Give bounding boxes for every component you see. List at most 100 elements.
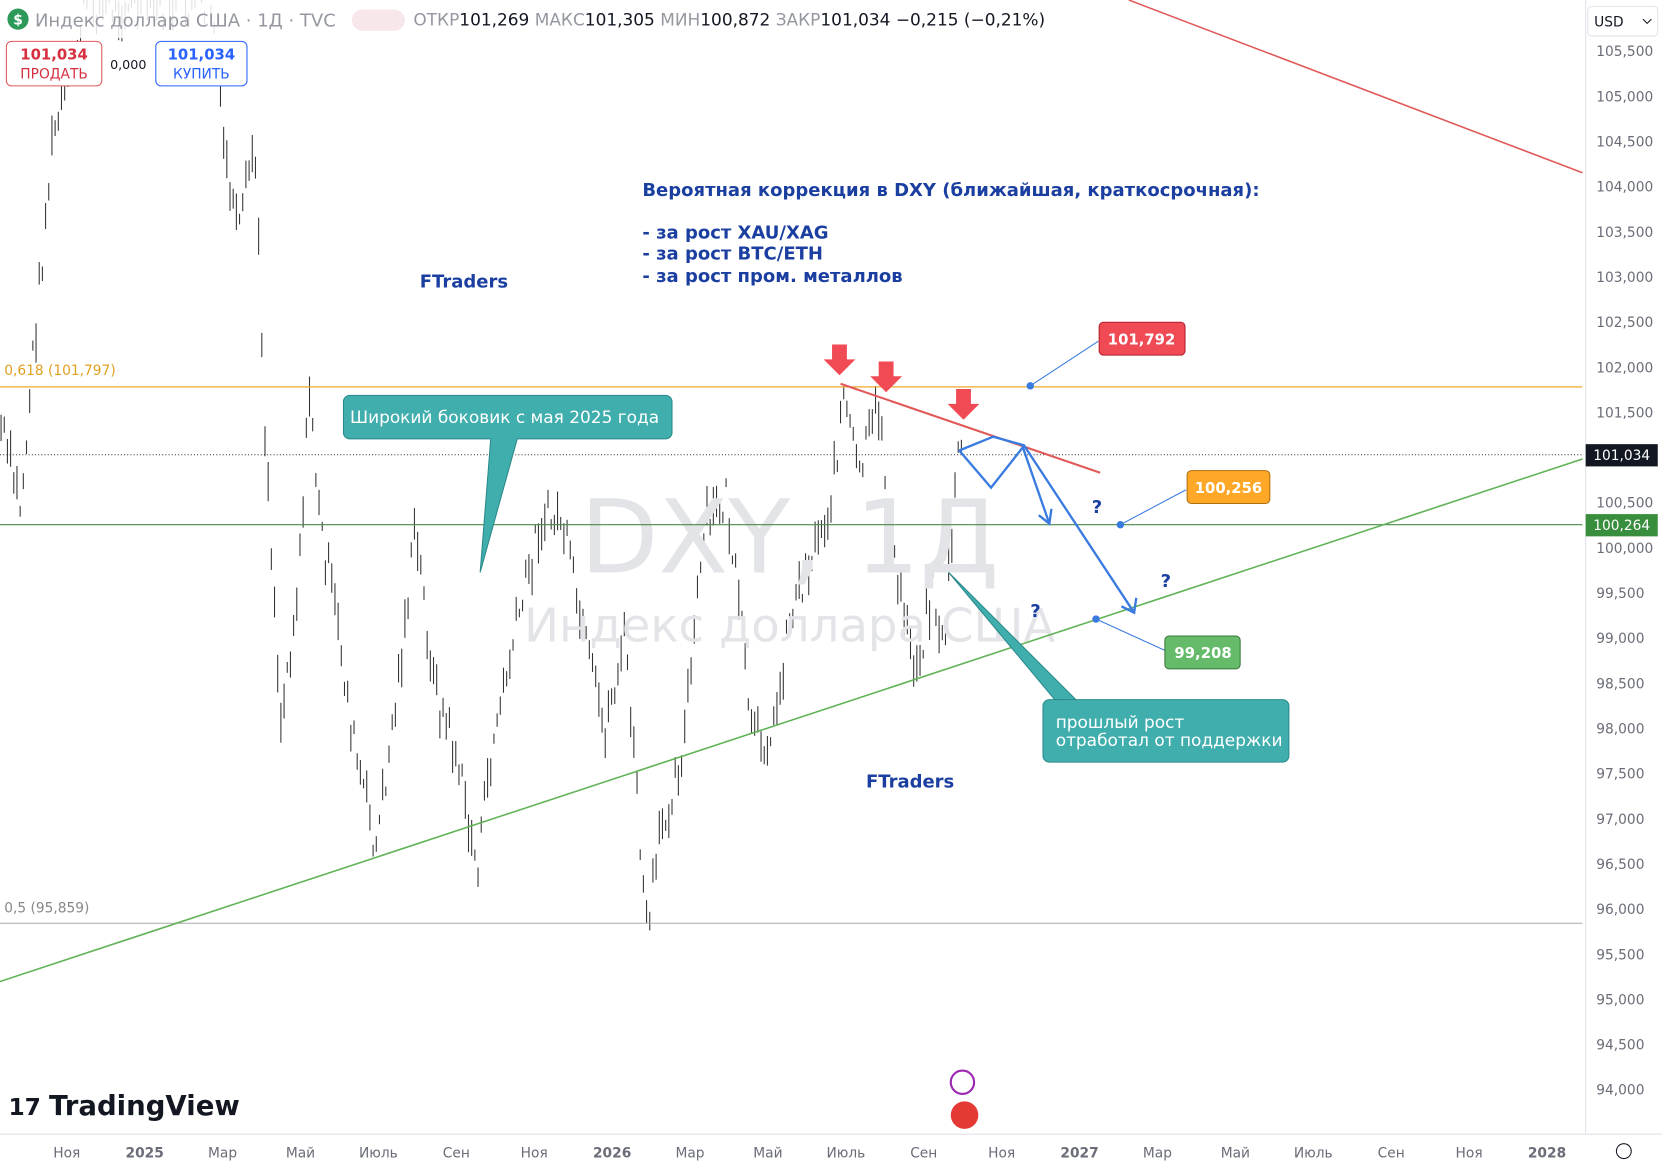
price-tick-label: 98,500 (1596, 676, 1644, 692)
label-connectors (1026, 340, 1187, 652)
time-tick-label: Сен (443, 1145, 470, 1161)
time-tick-label: Мар (208, 1145, 237, 1161)
price-tick-label: 103,000 (1596, 270, 1653, 286)
price-tick-label: 105,500 (1596, 44, 1653, 60)
time-tick-label: Мар (1143, 1145, 1172, 1161)
event-icon[interactable] (949, 1069, 976, 1095)
price-tick-label: 104,000 (1596, 180, 1653, 196)
callout-text: Широкий боковик с мая 2025 года (350, 407, 659, 427)
price-tick-label: 94,000 (1596, 1083, 1644, 1099)
price-tick-label: 103,500 (1596, 225, 1653, 241)
label-box (1186, 470, 1271, 505)
brand: FTraders (420, 271, 508, 292)
time-tick-label: Июль (1294, 1145, 1333, 1161)
resistance-line (840, 382, 1101, 474)
price-tag (1585, 514, 1658, 537)
flag-icon[interactable] (950, 1101, 979, 1129)
price-tick-label: 105,000 (1596, 89, 1653, 105)
time-tick-label: 2025 (126, 1145, 164, 1161)
callout (948, 572, 1290, 763)
note-item: - за рост пром. металлов (642, 266, 902, 287)
question: ? (1030, 601, 1040, 622)
time-tick-label: Ноя (521, 1145, 548, 1161)
label-orange: 100,256 (1195, 480, 1263, 497)
price-tag-text: 101,034 (1593, 448, 1650, 464)
time-tick-label: Ноя (53, 1145, 80, 1161)
label-box (1164, 635, 1241, 670)
settings-icon[interactable] (1615, 1143, 1632, 1160)
logo: 17 TradingView (8, 1090, 239, 1122)
interval: 1Д (257, 11, 283, 32)
time-tick-label: Сен (910, 1145, 937, 1161)
time-tick-label: Май (286, 1145, 315, 1161)
price-tick-label: 102,000 (1596, 360, 1653, 376)
source: TVC (299, 11, 336, 32)
time-tick-label: Мар (675, 1145, 704, 1161)
buy-price: 101,034 (168, 46, 236, 63)
price-tick-label: 102,500 (1596, 315, 1653, 331)
time-tick-label: Сен (1378, 1145, 1405, 1161)
price-tick-label: 94,500 (1596, 1038, 1644, 1054)
fib-label: 0,5 (95,859) (4, 901, 89, 917)
price-tick-label: 100,500 (1596, 496, 1653, 512)
spread: 0,000 (110, 57, 146, 72)
time-tick-label: Май (753, 1145, 782, 1161)
support-line (0, 458, 1583, 983)
price-tick-label: 101,500 (1596, 405, 1653, 421)
time-tick-label: Ноя (988, 1145, 1015, 1161)
header-title: Индекс доллара США · 1Д · TVC (35, 11, 336, 32)
price-tick-label: 99,500 (1596, 586, 1644, 602)
fib-label: 0,618 (101,797) (4, 363, 115, 379)
time-axis: Ноя 2025 Мар Май Июль Сен Ноя 2026 Мар Май Июль Сен… (53, 1145, 1566, 1161)
trend-line (1128, 0, 1583, 174)
currency-button[interactable] (1587, 5, 1659, 37)
price-tag-text: 100,264 (1593, 518, 1650, 534)
label-box (1098, 321, 1186, 356)
price-tick-label: 97,500 (1596, 767, 1644, 783)
symbol-icon (7, 8, 29, 30)
price-tag (1585, 444, 1658, 467)
time-tick-label: Июль (359, 1145, 398, 1161)
price-tick-label: 100,000 (1596, 541, 1653, 557)
label-green: 99,208 (1174, 645, 1231, 662)
time-tick-label: Ноя (1456, 1145, 1483, 1161)
callout (342, 394, 673, 573)
header-bg (0, 0, 986, 39)
note-item: - за рост XAU/XAG (642, 223, 828, 244)
sell-button[interactable] (5, 40, 103, 87)
buy-button[interactable] (155, 40, 248, 87)
arrows-down (823, 344, 980, 420)
time-tick-label: 2027 (1060, 1145, 1098, 1161)
watermark-symbol: DXY, 1Д (580, 478, 999, 596)
price-tick-label: 98,000 (1596, 722, 1644, 738)
price-tick-label: 95,500 (1596, 947, 1644, 963)
label-red: 101,792 (1108, 332, 1176, 349)
symbol-icon-glyph: $ (13, 12, 23, 28)
question: ? (1092, 497, 1102, 518)
sell-price: 101,034 (20, 46, 88, 63)
price-tick-label: 104,500 (1596, 135, 1653, 151)
currency: USD (1594, 15, 1623, 31)
time-tick-label: 2028 (1528, 1145, 1566, 1161)
note-title: Вероятная коррекция в DXY (ближайшая, кр… (642, 180, 1259, 201)
note-item: - за рост BTC/ETH (642, 244, 823, 265)
price-tick-label: 99,000 (1596, 631, 1644, 647)
time-tick-label: Май (1221, 1145, 1250, 1161)
price-tick-label: 96,500 (1596, 857, 1644, 873)
callout-text: прошлый рост (1056, 712, 1185, 732)
forecast-arrows (958, 435, 1138, 615)
watermark-name: Индекс доллара США (524, 598, 1055, 652)
price-tick-label: 96,000 (1596, 902, 1644, 918)
brand: FTraders (866, 772, 954, 793)
dropdown-icon (1642, 18, 1652, 25)
time-tick-label: 2026 (593, 1145, 631, 1161)
buy-label: КУПИТЬ (173, 66, 230, 82)
callout-text: отработал от поддержки (1056, 730, 1283, 750)
status-pill (351, 9, 405, 31)
time-tick-label: Июль (826, 1145, 865, 1161)
price-tick-label: 95,000 (1596, 992, 1644, 1008)
ohlc: ОТКР101,269 МАКС101,305 МИН100,872 ЗАКР1… (413, 9, 1045, 29)
price-tick-label: 97,000 (1596, 812, 1644, 828)
